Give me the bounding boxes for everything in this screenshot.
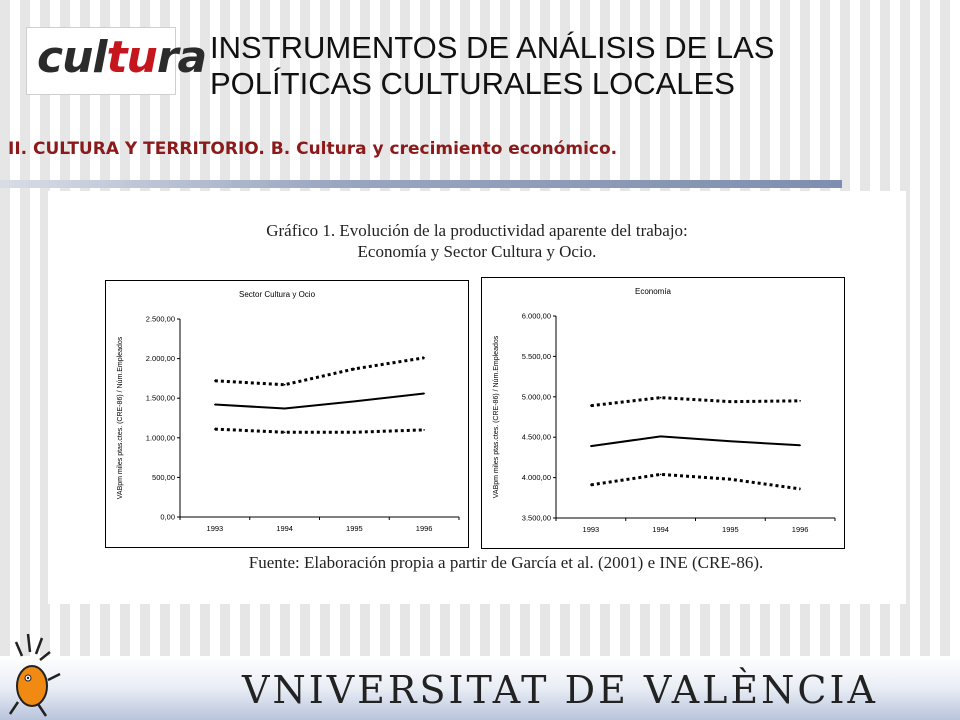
series-1-point (423, 392, 425, 395)
series-line-1 (214, 392, 425, 410)
y-tick-label: 1.500,00 (146, 394, 175, 403)
y-tick-label: 2.500,00 (146, 315, 175, 324)
figure-source: Fuente: Elaboración propia a partir de G… (248, 553, 764, 572)
series-1-point (590, 445, 592, 447)
y-axis-label: VABpm miles ptas.ctes. (CRE-86) / Núm.Em… (493, 335, 500, 498)
chart-title: Economía (635, 287, 672, 296)
y-tick-label: 0,00 (160, 513, 175, 522)
series-2-point (283, 431, 286, 434)
figure-title: Gráfico 1. Evolución de la productividad… (48, 220, 906, 262)
mascot-icon (8, 633, 61, 717)
y-axis-label: VABpm miles ptas.ctes. (CRE-86) / Núm.Em… (117, 336, 124, 499)
series-1-point (283, 407, 286, 410)
figure-title-line-2: Economía y Sector Cultura y Ocio. (357, 242, 597, 261)
series-0-point (353, 368, 356, 370)
series-line-0 (590, 396, 801, 408)
section-subtitle: II. CULTURA Y TERRITORIO. B. Cultura y c… (8, 139, 618, 159)
x-tick-label: 1994 (652, 525, 669, 534)
series-2-point (590, 484, 592, 486)
y-tick-label: 1.000,00 (146, 433, 175, 442)
y-tick-label: 4.000,00 (522, 473, 551, 482)
y-tick-label: 500,00 (152, 473, 175, 482)
series-0-point (590, 404, 592, 407)
series-1-point (214, 403, 216, 406)
series-1-point (729, 440, 732, 443)
series-1-point (799, 444, 801, 447)
series-line-2 (590, 472, 801, 491)
y-tick-label: 4.500,00 (522, 433, 551, 442)
series-line-2 (214, 427, 425, 434)
x-tick-label: 1994 (276, 524, 293, 533)
divider-bar (0, 180, 842, 188)
y-tick-label: 5.000,00 (522, 392, 551, 401)
y-tick-label: 3.500,00 (522, 514, 551, 523)
series-0-point (423, 357, 425, 359)
series-0-point (283, 383, 286, 386)
x-tick-label: 1993 (583, 525, 600, 534)
x-tick-label: 1995 (722, 525, 739, 534)
x-tick-label: 1996 (792, 525, 809, 534)
chart-cultura-ocio: Sector Cultura y Ocio VABpm miles ptas.ct… (105, 280, 469, 548)
university-name: VNIVERSITAT DE VALÈNCIA (242, 668, 878, 712)
series-1-point (659, 435, 662, 438)
series-2-point (729, 478, 732, 481)
y-tick-label: 6.000,00 (522, 312, 551, 321)
footer-bar (0, 656, 960, 720)
x-tick-label: 1996 (416, 524, 433, 533)
series-0-point (729, 400, 732, 403)
series-2-point (659, 473, 662, 476)
series-line-0 (214, 356, 425, 387)
series-0-point (659, 396, 662, 399)
series-1-point (353, 400, 356, 403)
series-2-point (423, 429, 425, 431)
title-line-2: POLÍTICAS CULTURALES LOCALES (210, 66, 735, 101)
figure-panel: Gráfico 1. Evolución de la productividad… (48, 191, 906, 604)
y-tick-label: 2.000,00 (146, 354, 175, 363)
x-tick-label: 1993 (207, 524, 224, 533)
figure-title-line-1: Gráfico 1. Evolución de la productividad… (266, 221, 688, 240)
x-tick-label: 1995 (346, 524, 363, 533)
chart-economia: Economía VABpm miles ptas.ctes. (CRE-86) … (481, 277, 845, 549)
series-2-point (353, 431, 356, 434)
chart-title: Sector Cultura y Ocio (239, 290, 316, 299)
page-title: INSTRUMENTOS DE ANÁLISIS DE LAS POLÍTICA… (210, 30, 930, 102)
cultura-logo: cultura (26, 27, 207, 95)
series-line-1 (590, 435, 801, 448)
cultura-logo-text: cultura (37, 32, 207, 83)
series-0-point (799, 400, 801, 402)
series-2-point (799, 488, 801, 490)
chart-frame (105, 280, 469, 548)
y-tick-label: 5.500,00 (522, 352, 551, 361)
title-line-1: INSTRUMENTOS DE ANÁLISIS DE LAS (210, 30, 775, 65)
series-2-point (214, 428, 216, 430)
series-0-point (214, 379, 216, 382)
chart-frame (481, 277, 845, 549)
